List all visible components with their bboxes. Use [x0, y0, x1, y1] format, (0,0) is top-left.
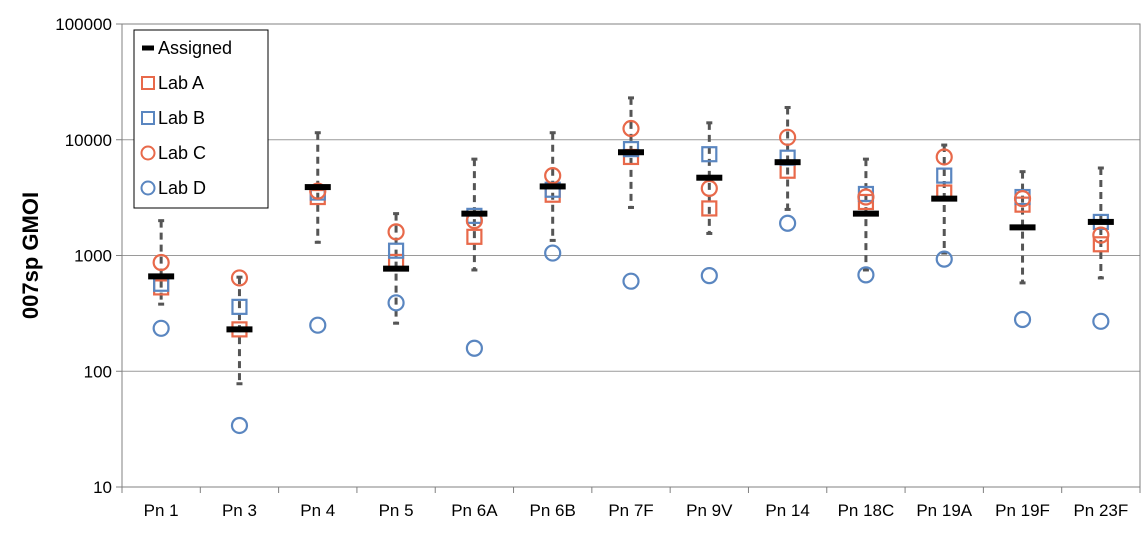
point-assigned [696, 174, 723, 181]
category-label: Pn 6B [530, 501, 576, 520]
point-assigned [1009, 224, 1036, 231]
legend-marker-lab-d [140, 180, 156, 196]
point-assigned [1087, 218, 1114, 225]
data-points [148, 119, 1114, 435]
ytick-label: 100000 [55, 15, 112, 34]
point-lab-c [309, 182, 327, 200]
point-lab-d [309, 316, 327, 334]
point-lab-d [622, 272, 640, 290]
point-lab-b [701, 146, 718, 163]
ytick-label: 10000 [65, 131, 112, 150]
point-lab-c [857, 188, 875, 206]
point-lab-c [544, 167, 562, 185]
point-lab-d [700, 267, 718, 285]
point-lab-c [1013, 190, 1032, 208]
point-lab-a [1092, 236, 1109, 253]
point-lab-d [857, 266, 875, 284]
category-label: Pn 1 [144, 501, 179, 520]
point-assigned [852, 210, 879, 217]
point-lab-d [387, 294, 405, 312]
point-assigned [774, 159, 801, 166]
x-axis-categories: Pn 1 Pn 3 Pn 4 Pn 5 Pn 6A Pn 6B Pn 7F Pn 9V Pn 1… [121, 487, 1141, 520]
point-assigned [226, 326, 253, 333]
point-assigned [618, 149, 644, 156]
category-label: Pn 5 [379, 501, 414, 520]
y-axis-ticks: 10 100 1000 10000 100000 [55, 15, 122, 497]
point-lab-b [622, 141, 640, 158]
category-label: Pn 19F [995, 501, 1050, 520]
point-lab-b [936, 167, 953, 184]
point-lab-c [779, 128, 797, 146]
point-lab-a [466, 228, 483, 245]
ytick-label: 100 [84, 362, 112, 381]
point-lab-b [387, 242, 405, 259]
category-label: Pn 9V [686, 501, 733, 520]
category-label: Pn 19A [916, 501, 972, 520]
point-assigned [383, 265, 410, 272]
point-lab-d [935, 250, 953, 268]
point-lab-d [230, 416, 249, 435]
point-lab-b [231, 298, 248, 315]
category-label: Pn 23F [1073, 501, 1128, 520]
legend: Assigned Lab A Lab B Lab C Lab D [133, 29, 269, 209]
category-label: Pn 14 [765, 501, 809, 520]
point-assigned [539, 183, 566, 190]
ytick-label: 1000 [74, 247, 112, 266]
point-assigned [931, 195, 958, 202]
point-lab-c [935, 148, 953, 166]
point-assigned [304, 184, 331, 191]
point-lab-d [544, 244, 562, 262]
point-lab-d [465, 339, 483, 357]
point-lab-c [387, 223, 405, 241]
point-lab-c [230, 269, 249, 287]
point-lab-c [152, 253, 170, 272]
point-lab-d [1092, 312, 1110, 330]
point-lab-a [701, 200, 718, 217]
point-lab-c [1092, 226, 1110, 244]
legend-label-lab-d: Lab D [158, 178, 206, 198]
category-label: Pn 4 [300, 501, 335, 520]
legend-label-assigned: Assigned [158, 38, 232, 58]
category-label: Pn 6A [451, 501, 498, 520]
legend-box [133, 29, 269, 209]
category-label: Pn 3 [222, 501, 257, 520]
ytick-label: 10 [93, 478, 112, 497]
point-lab-c [622, 119, 640, 138]
legend-marker-lab-c [140, 145, 156, 161]
point-lab-d [1013, 310, 1032, 329]
legend-label-lab-a: Lab A [158, 73, 204, 93]
point-assigned [148, 273, 175, 280]
legend-marker-assigned [142, 45, 154, 51]
point-lab-d [152, 319, 170, 337]
legend-marker-lab-a [141, 76, 155, 90]
legend-marker-lab-b [141, 111, 155, 125]
legend-label-lab-b: Lab B [158, 108, 205, 128]
point-assigned [461, 210, 488, 217]
legend-label-lab-c: Lab C [158, 143, 206, 163]
category-label: Pn 18C [838, 501, 895, 520]
category-label: Pn 7F [608, 501, 653, 520]
point-lab-d [779, 214, 797, 232]
point-lab-c [700, 179, 718, 197]
y-axis-label: 007sp GMOI [18, 192, 43, 319]
